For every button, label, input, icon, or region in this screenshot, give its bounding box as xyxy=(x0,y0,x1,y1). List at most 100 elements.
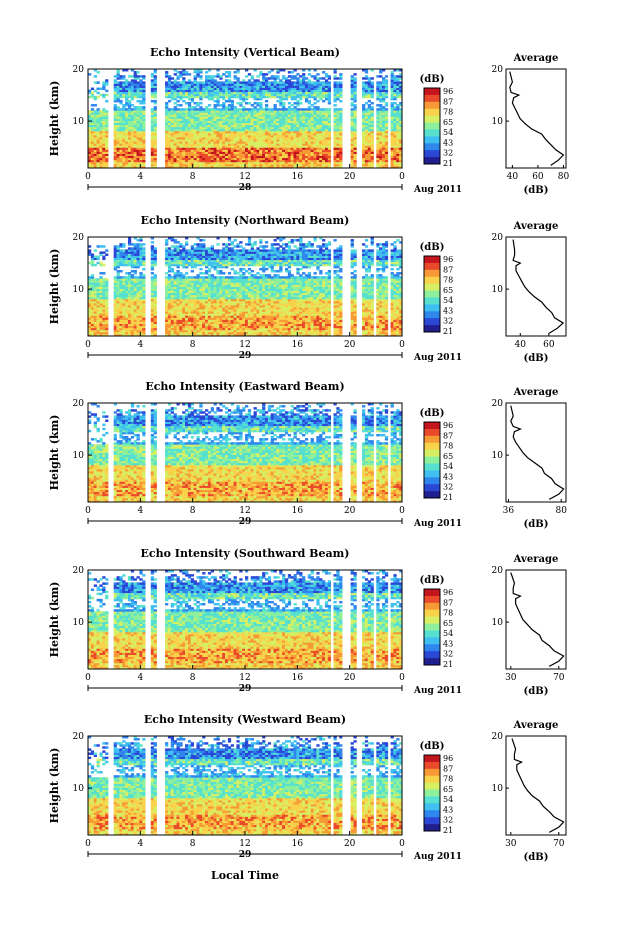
heatmap-cell xyxy=(116,99,120,103)
heatmap-cell xyxy=(216,145,220,148)
heatmap-cell xyxy=(119,135,123,138)
heatmap-cell xyxy=(119,99,123,103)
heatmap-cell xyxy=(225,110,229,113)
heatmap-cell xyxy=(99,153,103,157)
heatmap-cell xyxy=(219,77,223,80)
heatmap-cell xyxy=(213,137,217,140)
heatmap-cell xyxy=(133,73,137,76)
heatmap-cell xyxy=(90,159,95,163)
heatmap-cell xyxy=(216,137,220,140)
heatmap-cell xyxy=(310,81,314,84)
heatmap-cell xyxy=(227,145,232,148)
heatmap-cell xyxy=(125,153,129,157)
heatmap-cell xyxy=(150,157,155,161)
heatmap-cell xyxy=(113,139,117,142)
heatmap-cell xyxy=(167,83,172,86)
heatmap-cell xyxy=(173,149,177,152)
heatmap-cell xyxy=(202,143,206,146)
heatmap-cell xyxy=(127,149,132,152)
heatmap-cell xyxy=(187,118,192,121)
heatmap-cell xyxy=(130,132,135,136)
heatmap-cell xyxy=(207,81,212,84)
heatmap-cell xyxy=(96,91,100,95)
heatmap-cell xyxy=(245,102,249,105)
heatmap-cell xyxy=(190,118,195,121)
heatmap-cell xyxy=(105,112,109,115)
heatmap-cell xyxy=(205,110,209,113)
heatmap-cell xyxy=(196,110,200,113)
heatmap-cell xyxy=(225,165,229,169)
heatmap-cell xyxy=(196,104,200,107)
heatmap-cell xyxy=(139,243,143,246)
heatmap-cell xyxy=(116,97,120,101)
heatmap-cell xyxy=(150,118,155,121)
heatmap-cell xyxy=(216,110,220,113)
heatmap-cell xyxy=(190,147,195,150)
heatmap-cell xyxy=(113,91,117,95)
heatmap-cell xyxy=(382,77,386,80)
heatmap-cell xyxy=(216,97,220,101)
heatmap-cell xyxy=(202,163,206,167)
heatmap-cell xyxy=(296,73,300,76)
heatmap-cell xyxy=(187,83,192,86)
heatmap-cell xyxy=(127,106,132,109)
heatmap-cell xyxy=(119,149,123,152)
heatmap-cell xyxy=(130,137,135,140)
heatmap-cell xyxy=(219,130,223,134)
heatmap-cell xyxy=(219,163,223,167)
heatmap-cell xyxy=(167,99,172,103)
heatmap-cell xyxy=(153,135,157,138)
heatmap-cell xyxy=(176,124,180,128)
heatmap-cell xyxy=(130,151,135,154)
heatmap-cell xyxy=(105,253,109,256)
heatmap-cell xyxy=(165,128,169,132)
heatmap-cell xyxy=(136,145,140,148)
heatmap-cell xyxy=(165,143,169,146)
heatmap-cell xyxy=(99,139,103,142)
heatmap-cell xyxy=(116,135,120,138)
heatmap-cell xyxy=(230,139,234,142)
heatmap-cell xyxy=(187,161,192,165)
heatmap-cell xyxy=(173,245,177,248)
heatmap-cell xyxy=(127,272,132,275)
heatmap-cell xyxy=(190,161,195,165)
heatmap-cell xyxy=(142,91,146,95)
heatmap-cell xyxy=(222,145,226,148)
heatmap-cell xyxy=(199,114,203,117)
heatmap-cell xyxy=(193,151,197,154)
heatmap-cell xyxy=(142,137,146,140)
heatmap-cell xyxy=(93,81,97,84)
heatmap-cell xyxy=(150,145,155,148)
heatmap-cell xyxy=(170,116,175,119)
heatmap-cell xyxy=(227,83,232,86)
heatmap-cell xyxy=(190,128,195,132)
heatmap-cell xyxy=(136,163,140,167)
heatmap-cell xyxy=(122,114,126,117)
heatmap-cell xyxy=(130,97,135,101)
heatmap-cell xyxy=(182,81,186,84)
heatmap-cell xyxy=(384,102,389,105)
heatmap-cell xyxy=(213,163,217,167)
heatmap-cell xyxy=(116,128,120,132)
heatmap-cell xyxy=(219,122,223,126)
heatmap-cell xyxy=(170,147,175,150)
heatmap-cell xyxy=(187,108,192,111)
heatmap-cell xyxy=(225,118,229,121)
heatmap-cell xyxy=(179,151,183,154)
heatmap-cell xyxy=(113,159,117,163)
heatmap-cell xyxy=(119,153,123,157)
heatmap-cell xyxy=(102,139,106,142)
heatmap-cell xyxy=(176,95,180,99)
heatmap-cell xyxy=(90,143,95,146)
heatmap-cell xyxy=(119,89,123,93)
heatmap-cell xyxy=(216,83,220,86)
heatmap-cell xyxy=(193,89,197,93)
heatmap-cell xyxy=(165,83,169,86)
heatmap-cell xyxy=(230,155,234,159)
heatmap-cell xyxy=(222,73,226,76)
heatmap-cell xyxy=(227,132,232,136)
heatmap-cell xyxy=(199,145,203,148)
heatmap-cell xyxy=(102,141,106,144)
heatmap-cell xyxy=(379,75,383,78)
heatmap-cell xyxy=(179,120,183,124)
